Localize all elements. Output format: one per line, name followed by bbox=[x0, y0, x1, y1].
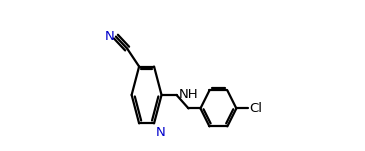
Text: Cl: Cl bbox=[250, 102, 262, 115]
Text: N: N bbox=[105, 30, 115, 43]
Text: N: N bbox=[155, 126, 165, 139]
Text: NH: NH bbox=[178, 88, 198, 101]
